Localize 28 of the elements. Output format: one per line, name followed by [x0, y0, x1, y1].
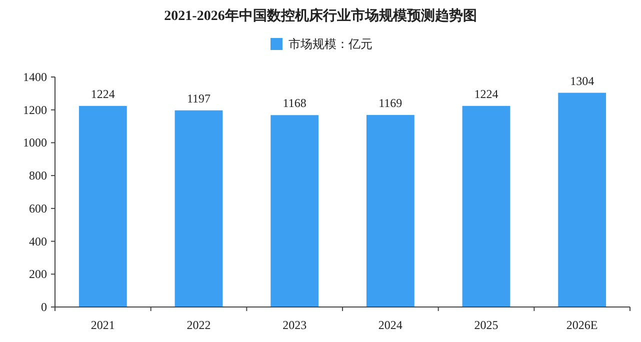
x-tick-label: 2026E — [566, 318, 598, 332]
x-tick-label: 2021 — [90, 318, 115, 332]
x-tick-label: 2022 — [186, 318, 211, 332]
x-tick-label: 2025 — [474, 318, 498, 332]
y-tick-label: 400 — [29, 234, 47, 248]
bar — [174, 110, 223, 307]
bar — [462, 106, 510, 307]
bar — [366, 114, 414, 307]
y-tick-label: 1200 — [23, 102, 47, 117]
x-tick-label: 2023 — [282, 318, 307, 332]
y-tick-label: 200 — [29, 267, 47, 282]
legend-label: 市场规模：亿元 — [288, 37, 372, 51]
data-label: 1224 — [90, 86, 115, 101]
bar — [78, 106, 127, 307]
bar — [558, 92, 606, 307]
chart-title: 2021-2026年中国数控机床行业市场规模预测趋势图 — [164, 7, 477, 24]
data-label: 1168 — [282, 96, 306, 110]
data-label: 1304 — [570, 74, 594, 88]
y-tick-label: 1000 — [23, 136, 47, 150]
data-label: 1169 — [378, 96, 402, 110]
bar — [270, 115, 319, 307]
y-tick-label: 1400 — [23, 70, 47, 84]
x-tick-label: 2024 — [378, 318, 402, 332]
data-label: 1197 — [186, 91, 211, 106]
y-tick-label: 800 — [29, 168, 47, 183]
y-tick-label: 0 — [41, 300, 47, 314]
data-label: 1224 — [474, 86, 498, 101]
y-tick-label: 600 — [29, 201, 47, 216]
